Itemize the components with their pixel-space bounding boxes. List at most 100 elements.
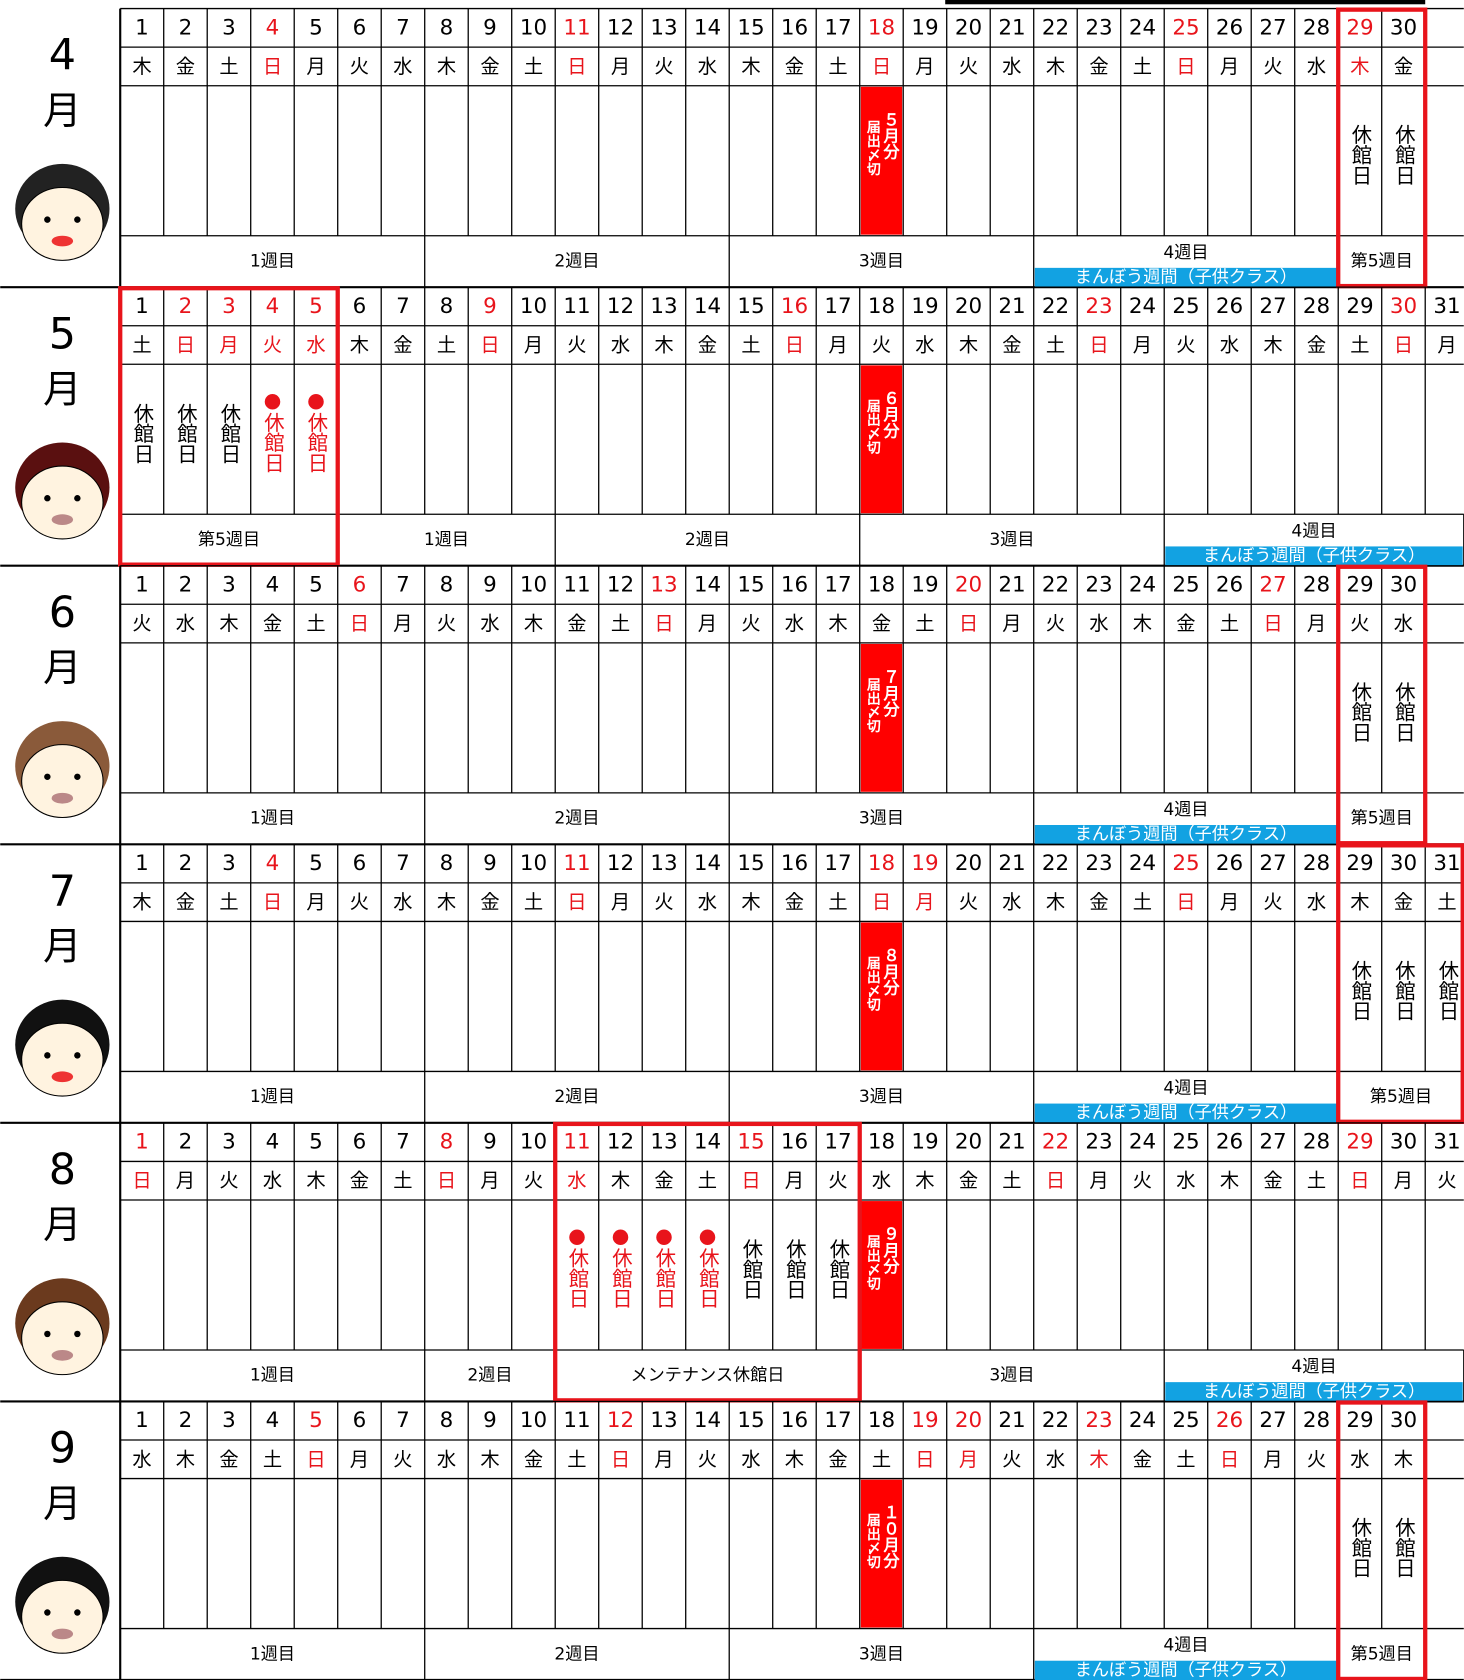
weekday: 火 bbox=[393, 1448, 412, 1471]
closed-note: ●休館日 bbox=[304, 388, 328, 473]
day-number: 25 bbox=[1172, 1130, 1199, 1155]
weekday: 木 bbox=[1046, 891, 1065, 914]
weekday: 金 bbox=[959, 1169, 978, 1192]
day-number: 4 bbox=[266, 1130, 280, 1155]
weekday: 木 bbox=[741, 55, 760, 78]
weekday: 金 bbox=[1176, 612, 1195, 635]
closed-note: ●休館日 bbox=[695, 1224, 719, 1309]
weekday: 水 bbox=[1220, 334, 1239, 357]
day-number: 13 bbox=[650, 1130, 677, 1155]
kids-week-label: まんぼう週間（子供クラス） bbox=[1203, 1382, 1425, 1402]
face bbox=[21, 465, 104, 540]
week-label: 4週目 bbox=[1163, 243, 1208, 263]
weekday: 月 bbox=[306, 891, 325, 914]
weekday: 火 bbox=[654, 891, 673, 914]
day-number: 9 bbox=[483, 851, 497, 876]
month-unit: 月 bbox=[43, 646, 82, 691]
day-number: 18 bbox=[868, 15, 895, 40]
day-number: 5 bbox=[309, 1408, 323, 1433]
weekday: 金 bbox=[1394, 55, 1413, 78]
weekday: 木 bbox=[1046, 55, 1065, 78]
weekday: 日 bbox=[1394, 334, 1413, 357]
weekday: 水 bbox=[480, 612, 499, 635]
weekday: 月 bbox=[828, 334, 847, 357]
weekday: 土 bbox=[1220, 612, 1239, 635]
day-number: 5 bbox=[309, 1130, 323, 1155]
day-number: 7 bbox=[396, 1130, 410, 1155]
week-label: 2週目 bbox=[554, 251, 599, 271]
weekday: 木 bbox=[1350, 891, 1369, 914]
closed-note: 休館日 bbox=[1348, 124, 1372, 185]
weekday: 木 bbox=[132, 891, 151, 914]
day-number: 30 bbox=[1390, 851, 1417, 876]
day-number: 8 bbox=[440, 573, 454, 598]
face-eye bbox=[44, 495, 51, 502]
weekday: 月 bbox=[915, 55, 934, 78]
day-number: 17 bbox=[824, 294, 851, 319]
weekday: 木 bbox=[350, 334, 369, 357]
day-number: 14 bbox=[694, 15, 721, 40]
weekday: 木 bbox=[306, 1169, 325, 1192]
deadline-month: １０月分 bbox=[881, 1504, 901, 1569]
day-number: 22 bbox=[1042, 851, 1069, 876]
day-number: 30 bbox=[1390, 573, 1417, 598]
deadline-label: 届出〆切 bbox=[865, 1234, 881, 1291]
highlight-box bbox=[553, 1121, 862, 1403]
weekday: 金 bbox=[1002, 334, 1021, 357]
weekday: 土 bbox=[1350, 334, 1369, 357]
weekday: 木 bbox=[959, 334, 978, 357]
weekday: 月 bbox=[1437, 334, 1456, 357]
day-number: 15 bbox=[737, 294, 764, 319]
day-number: 28 bbox=[1303, 1408, 1330, 1433]
day-number: 24 bbox=[1129, 573, 1156, 598]
week-label: 第5週目 bbox=[1351, 251, 1413, 271]
weekday: 水 bbox=[1394, 612, 1413, 635]
day-number: 2 bbox=[179, 851, 193, 876]
day-number: 4 bbox=[266, 573, 280, 598]
day-number: 15 bbox=[737, 1130, 764, 1155]
day-number: 29 bbox=[1346, 851, 1373, 876]
weekday: 月 bbox=[350, 1448, 369, 1471]
deadline-label: 届出〆切 bbox=[865, 399, 881, 456]
day-number: 13 bbox=[650, 573, 677, 598]
weekday: 日 bbox=[872, 891, 891, 914]
kids-week-label: まんぼう週間（子供クラス） bbox=[1075, 825, 1297, 845]
weekday: 日 bbox=[741, 1169, 760, 1192]
weekday: 金 bbox=[176, 891, 195, 914]
day-number: 8 bbox=[440, 294, 454, 319]
weekday: 木 bbox=[1350, 55, 1369, 78]
day-number: 5 bbox=[309, 15, 323, 40]
kids-week-label: まんぼう週間（子供クラス） bbox=[1075, 268, 1297, 288]
weekday: 日 bbox=[567, 55, 586, 78]
face bbox=[21, 1301, 104, 1376]
week-label: 1週目 bbox=[250, 1644, 295, 1664]
weekday: 火 bbox=[350, 891, 369, 914]
weekday: 日 bbox=[263, 891, 282, 914]
day-number: 6 bbox=[353, 15, 367, 40]
day-number: 12 bbox=[607, 1408, 634, 1433]
face-eye bbox=[44, 1052, 51, 1059]
face-mouth bbox=[51, 235, 74, 247]
day-number: 21 bbox=[998, 573, 1025, 598]
deadline-box bbox=[860, 922, 903, 1071]
day-number: 24 bbox=[1129, 1130, 1156, 1155]
day-number: 4 bbox=[266, 294, 280, 319]
face-mouth bbox=[51, 1350, 74, 1361]
weekday: 金 bbox=[785, 55, 804, 78]
weekday: 水 bbox=[872, 1169, 891, 1192]
day-number: 5 bbox=[309, 294, 323, 319]
day-number: 1 bbox=[135, 294, 149, 319]
closed-note: ●休館日 bbox=[260, 388, 284, 473]
weekday: 月 bbox=[219, 334, 238, 357]
weekday: 木 bbox=[611, 1169, 630, 1192]
weekday: 水 bbox=[176, 612, 195, 635]
deadline-label: 届出〆切 bbox=[865, 956, 881, 1013]
week-label: 第5週目 bbox=[198, 530, 260, 550]
closed-note: ●休館日 bbox=[608, 1224, 632, 1309]
week-label: メンテナンス休館日 bbox=[631, 1366, 785, 1386]
face-eye bbox=[74, 216, 81, 223]
closed-note: 休館日 bbox=[826, 1238, 850, 1299]
deadline-month: ９月分 bbox=[881, 1226, 901, 1275]
face-eye bbox=[44, 773, 51, 780]
